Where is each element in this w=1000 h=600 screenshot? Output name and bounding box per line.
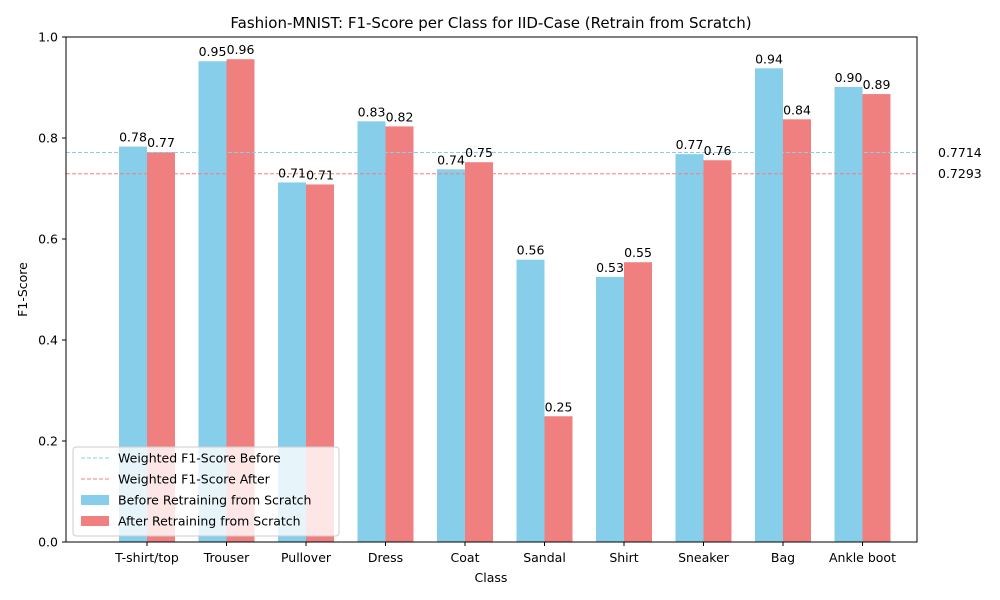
bar-label-after-3: 0.82 xyxy=(386,109,414,124)
bar-after-7 xyxy=(703,160,732,542)
bar-label-after-4: 0.75 xyxy=(465,145,493,160)
bar-after-5 xyxy=(544,416,573,542)
bar-before-3 xyxy=(357,121,386,543)
bar-before-6 xyxy=(596,276,624,542)
legend-series-0-label: Before Retraining from Scratch xyxy=(118,493,311,508)
x-tick-label-5: Sandal xyxy=(523,550,566,565)
bar-label-before-3: 0.83 xyxy=(358,104,386,119)
legend-box xyxy=(72,446,340,537)
y-tick-label-4: 0.8 xyxy=(38,131,58,146)
reference-line-label-0: 0.7714 xyxy=(938,145,982,160)
chart-title: Fashion-MNIST: F1-Score per Class for II… xyxy=(230,14,751,32)
x-tick-label-8: Bag xyxy=(771,550,795,565)
bar-label-after-5: 0.25 xyxy=(545,399,573,414)
x-tick-label-4: Coat xyxy=(451,550,480,565)
bar-label-before-8: 0.94 xyxy=(755,51,783,66)
bar-after-3 xyxy=(385,126,414,542)
bar-label-before-0: 0.78 xyxy=(119,130,147,145)
legend-series-0-swatch xyxy=(81,495,109,505)
bar-before-4 xyxy=(437,169,465,542)
bar-after-4 xyxy=(465,162,493,543)
legend-series-1-swatch xyxy=(81,516,109,526)
bar-before-8 xyxy=(755,68,783,542)
x-tick-label-9: Ankle boot xyxy=(829,550,896,565)
y-tick-label-1: 0.2 xyxy=(38,434,58,449)
bar-label-before-6: 0.53 xyxy=(596,260,624,275)
legend-ref-0-label: Weighted F1-Score Before xyxy=(118,451,281,466)
bar-label-after-7: 0.76 xyxy=(704,143,732,158)
y-tick-label-0: 0.0 xyxy=(38,535,58,550)
bar-label-after-1: 0.96 xyxy=(227,42,255,57)
x-tick-label-1: Trouser xyxy=(203,550,250,565)
x-tick-label-7: Sneaker xyxy=(678,550,730,565)
y-axis-label: F1-Score xyxy=(15,262,30,317)
bar-label-after-9: 0.89 xyxy=(863,77,891,92)
plot-frame xyxy=(65,36,918,543)
bar-label-after-8: 0.84 xyxy=(783,102,811,117)
x-tick-label-3: Dress xyxy=(368,550,403,565)
bar-label-before-4: 0.74 xyxy=(437,152,465,167)
x-tick-label-2: Pullover xyxy=(281,550,332,565)
bar-after-6 xyxy=(624,262,652,542)
bar-label-after-0: 0.77 xyxy=(147,135,175,150)
x-axis-label: Class xyxy=(475,570,508,585)
legend-series-1-label: After Retraining from Scratch xyxy=(118,514,301,529)
bar-label-before-9: 0.90 xyxy=(835,70,863,85)
reference-line-label-1: 0.7293 xyxy=(938,166,982,181)
x-tick-label-0: T-shirt/top xyxy=(114,550,179,565)
bar-before-9 xyxy=(834,86,863,543)
bar-before-7 xyxy=(675,154,704,542)
bar-label-after-6: 0.55 xyxy=(624,245,652,260)
y-tick-label-5: 1.0 xyxy=(38,30,58,45)
y-tick-label-2: 0.4 xyxy=(38,333,58,348)
x-axis: T-shirt/top Trouser Pullover Dress Coat Sanda… xyxy=(114,542,896,565)
bar-before-5 xyxy=(516,259,545,542)
bar-labels-group: 0.78 0.95 0.71 0.83 0.74 0.56 0.53 0.77 0.94 0.90… xyxy=(119,42,890,414)
bar-after-9 xyxy=(862,94,891,542)
reference-lines-group: 0.7714 0.7293 xyxy=(66,145,982,181)
bar-label-before-2: 0.71 xyxy=(278,165,306,180)
legend-ref-1-label: Weighted F1-Score After xyxy=(118,472,271,487)
bar-after-8 xyxy=(783,119,811,542)
bar-label-after-2: 0.71 xyxy=(306,167,334,182)
bar-label-before-5: 0.56 xyxy=(517,243,545,258)
bar-label-before-1: 0.95 xyxy=(199,44,227,59)
bar-label-before-7: 0.77 xyxy=(676,137,704,152)
y-axis: 0.0 0.2 0.4 0.6 0.8 1.0 xyxy=(38,30,66,550)
x-tick-label-6: Shirt xyxy=(609,550,638,565)
y-tick-label-3: 0.6 xyxy=(38,232,58,247)
legend: Weighted F1-Score Before Weighted F1-Scor… xyxy=(72,446,340,537)
